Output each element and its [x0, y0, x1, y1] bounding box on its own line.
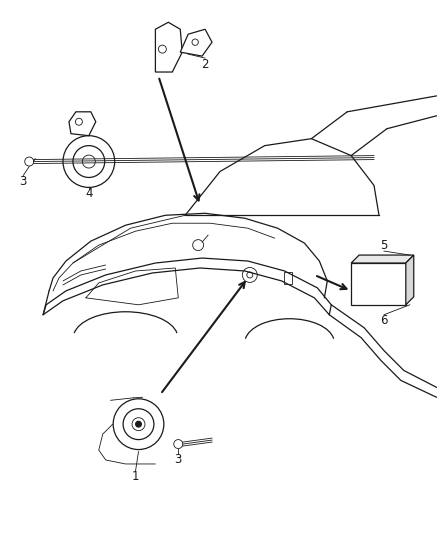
Text: 6: 6 [380, 314, 388, 327]
Text: 3: 3 [175, 454, 182, 466]
Text: 5: 5 [380, 239, 388, 252]
Bar [283, 272, 292, 284]
Circle shape [136, 422, 141, 427]
Text: 2: 2 [201, 58, 209, 70]
Text: 1: 1 [132, 471, 139, 483]
Polygon shape [351, 255, 414, 263]
Polygon shape [155, 22, 182, 72]
Polygon shape [406, 255, 414, 305]
Polygon shape [180, 29, 212, 56]
Polygon shape [69, 112, 96, 136]
Text: 4: 4 [85, 187, 92, 200]
Bar [351, 263, 406, 305]
Text: 3: 3 [20, 175, 27, 188]
